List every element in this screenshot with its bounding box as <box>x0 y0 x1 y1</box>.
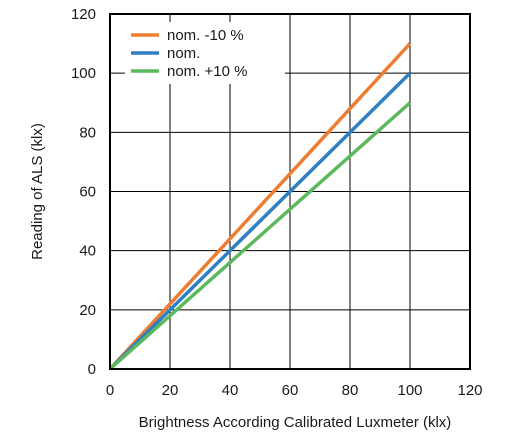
legend: nom. -10 %nom.nom. +10 % <box>125 22 285 84</box>
x-tick-label: 40 <box>222 382 239 399</box>
x-tick-labels: 0 20 40 60 80 100 120 <box>106 382 483 399</box>
series-line-0 <box>108 42 412 371</box>
legend-label: nom. <box>167 45 200 62</box>
y-tick-label: 60 <box>79 184 96 201</box>
x-tick-label: 20 <box>162 382 179 399</box>
y-axis-label: Reading of ALS (klx) <box>29 123 46 260</box>
x-tick-label: 120 <box>457 382 482 399</box>
y-tick-label: 120 <box>71 6 96 23</box>
y-tick-label: 40 <box>79 243 96 260</box>
x-tick-label: 80 <box>342 382 359 399</box>
x-tick-label: 60 <box>282 382 299 399</box>
x-axis-label: Brightness According Calibrated Luxmeter… <box>139 414 452 431</box>
y-tick-labels: 0 20 40 60 80 100 120 <box>71 6 96 378</box>
y-tick-label: 0 <box>88 361 96 378</box>
legend-label: nom. +10 % <box>167 63 247 80</box>
y-tick-label: 20 <box>79 302 96 319</box>
y-tick-label: 80 <box>79 124 96 141</box>
series-line-2 <box>108 101 412 371</box>
series-lines <box>108 42 412 371</box>
x-tick-label: 100 <box>397 382 422 399</box>
series-line-1 <box>108 71 412 371</box>
plot-frame <box>109 13 471 370</box>
x-tick-label: 0 <box>106 382 114 399</box>
y-tick-label: 100 <box>71 65 96 82</box>
legend-label: nom. -10 % <box>167 27 244 44</box>
